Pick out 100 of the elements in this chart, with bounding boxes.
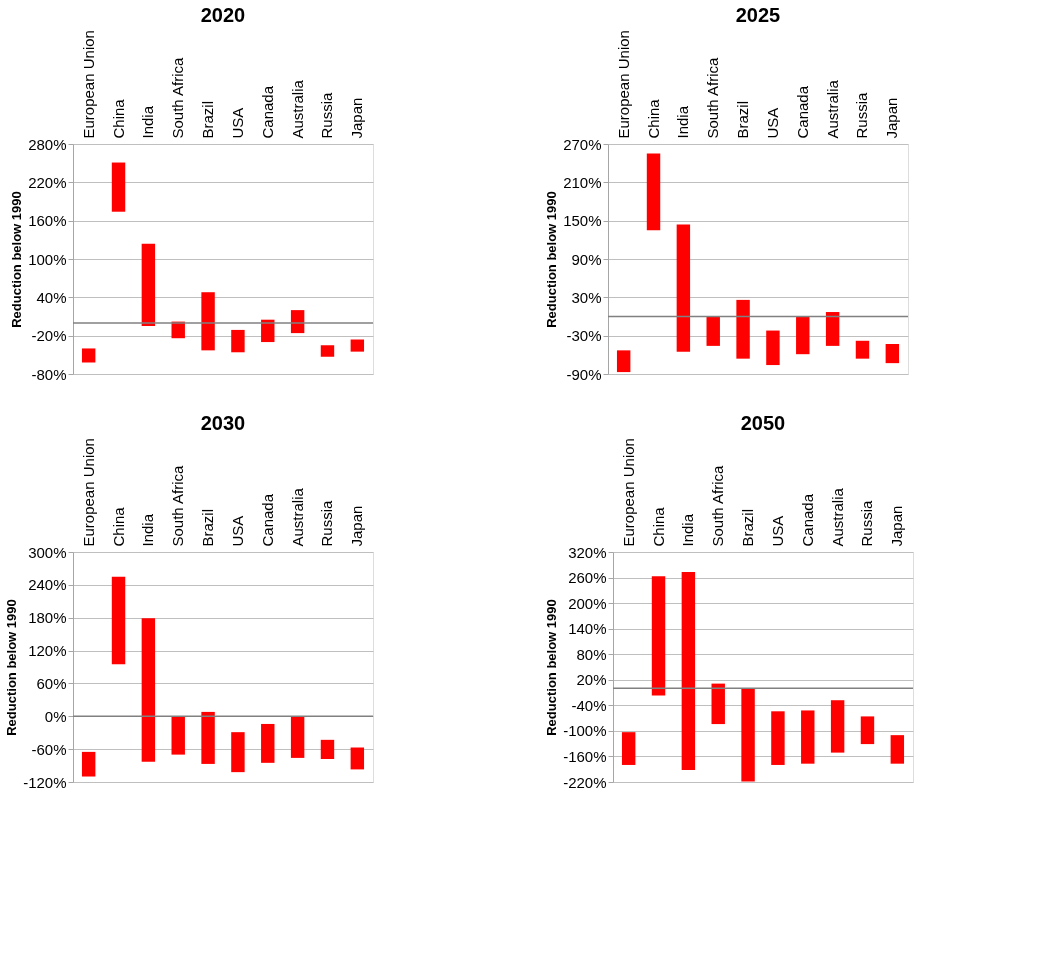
y-tick-label: -120%	[23, 773, 67, 791]
x-tick-label: Australia	[828, 487, 846, 547]
x-tick-label: Japan	[348, 97, 366, 139]
bar	[81, 348, 96, 363]
bar	[681, 572, 696, 771]
x-tick-label: European Union	[619, 438, 637, 547]
x-tick-label: South Africa	[169, 56, 187, 139]
x-tick-label: India	[139, 513, 157, 547]
x-tick-label: Australia	[823, 79, 841, 139]
y-tick-label: 150%	[563, 212, 602, 230]
bar	[741, 688, 755, 782]
x-tick-label: South Africa	[709, 464, 727, 547]
y-tick-label: 260%	[568, 569, 607, 587]
bar	[830, 700, 845, 753]
x-tick-label: USA	[768, 515, 786, 547]
bar	[350, 339, 365, 352]
chart-title: 2050	[740, 411, 786, 434]
chart-title: 2030	[200, 411, 246, 434]
x-tick-label: Japan	[348, 505, 366, 547]
x-tick-label: India	[139, 105, 157, 139]
x-tick-label: Russia	[858, 499, 876, 547]
y-tick-label: 300%	[28, 543, 67, 561]
y-axis-title: Reduction below 1990	[544, 191, 560, 328]
y-tick-label: 280%	[28, 135, 67, 153]
x-tick-label: Australia	[288, 79, 306, 139]
bar	[885, 343, 900, 364]
y-axis-title: Reduction below 1990	[9, 191, 25, 328]
x-tick-label: Canada	[258, 85, 276, 139]
bar	[231, 732, 245, 773]
x-tick-label: China	[649, 506, 667, 547]
bar	[796, 316, 810, 355]
x-tick-label: Brazil	[739, 508, 757, 547]
bar	[736, 299, 750, 359]
y-axis-title: Reduction below 1990	[544, 599, 560, 736]
x-tick-label: Brazil	[199, 508, 217, 547]
y-tick-label: -220%	[563, 773, 607, 791]
x-tick-label: China	[644, 98, 662, 139]
x-tick-label: Brazil	[734, 100, 752, 139]
bar	[201, 711, 215, 764]
x-tick-label: Russia	[853, 91, 871, 139]
chart-title: 2020	[200, 3, 246, 26]
y-tick-label: -30%	[566, 327, 602, 345]
bar	[290, 716, 305, 758]
x-tick-label: Russia	[318, 499, 336, 547]
y-tick-label: 220%	[28, 173, 67, 191]
y-tick-label: 270%	[563, 135, 602, 153]
bar	[801, 710, 815, 764]
y-axis-title: Reduction below 1990	[4, 599, 20, 736]
y-tick-label: 90%	[571, 250, 602, 268]
bar	[860, 716, 875, 745]
bar	[81, 751, 96, 777]
x-tick-label: European Union	[79, 30, 97, 139]
x-tick-label: China	[109, 98, 127, 139]
bar	[171, 716, 185, 755]
x-tick-label: Canada	[798, 493, 816, 547]
y-tick-label: -100%	[563, 722, 607, 740]
x-tick-label: China	[109, 506, 127, 547]
x-tick-label: South Africa	[169, 464, 187, 547]
x-tick-label: USA	[228, 515, 246, 547]
bar	[621, 732, 636, 765]
x-tick-label: European Union	[79, 438, 97, 547]
y-tick-label: -160%	[563, 747, 607, 765]
x-tick-label: Canada	[793, 85, 811, 139]
x-tick-label: Australia	[288, 487, 306, 547]
y-tick-label: 80%	[576, 645, 607, 663]
x-tick-label: USA	[763, 107, 781, 139]
y-tick-label: -40%	[571, 696, 607, 714]
bar	[261, 723, 275, 763]
y-tick-label: 140%	[568, 620, 607, 638]
bar	[320, 739, 335, 759]
y-tick-label: 240%	[28, 576, 67, 594]
y-tick-label: -60%	[31, 740, 67, 758]
x-tick-label: India	[674, 105, 692, 139]
bar	[825, 312, 840, 346]
bar	[350, 747, 365, 770]
bar	[320, 345, 335, 357]
y-tick-label: 210%	[563, 173, 602, 191]
bar	[766, 330, 780, 366]
bar	[111, 576, 126, 665]
y-tick-label: 320%	[568, 543, 607, 561]
x-tick-label: South Africa	[704, 56, 722, 139]
y-tick-label: 160%	[28, 212, 67, 230]
bar	[771, 711, 785, 765]
y-tick-label: 60%	[36, 674, 67, 692]
y-tick-label: 180%	[28, 609, 67, 627]
x-tick-label: European Union	[614, 30, 632, 139]
bar	[651, 576, 666, 696]
y-tick-label: -20%	[31, 327, 67, 345]
bar	[111, 162, 126, 212]
bar	[711, 683, 725, 725]
bar	[201, 292, 215, 351]
bar	[676, 224, 691, 352]
bar	[231, 329, 245, 353]
bar	[141, 243, 156, 327]
y-tick-label: -80%	[31, 365, 67, 383]
y-tick-label: 120%	[28, 642, 67, 660]
x-tick-label: Canada	[258, 493, 276, 547]
bar	[706, 316, 720, 346]
y-tick-label: 100%	[28, 250, 67, 268]
x-tick-label: India	[679, 513, 697, 547]
